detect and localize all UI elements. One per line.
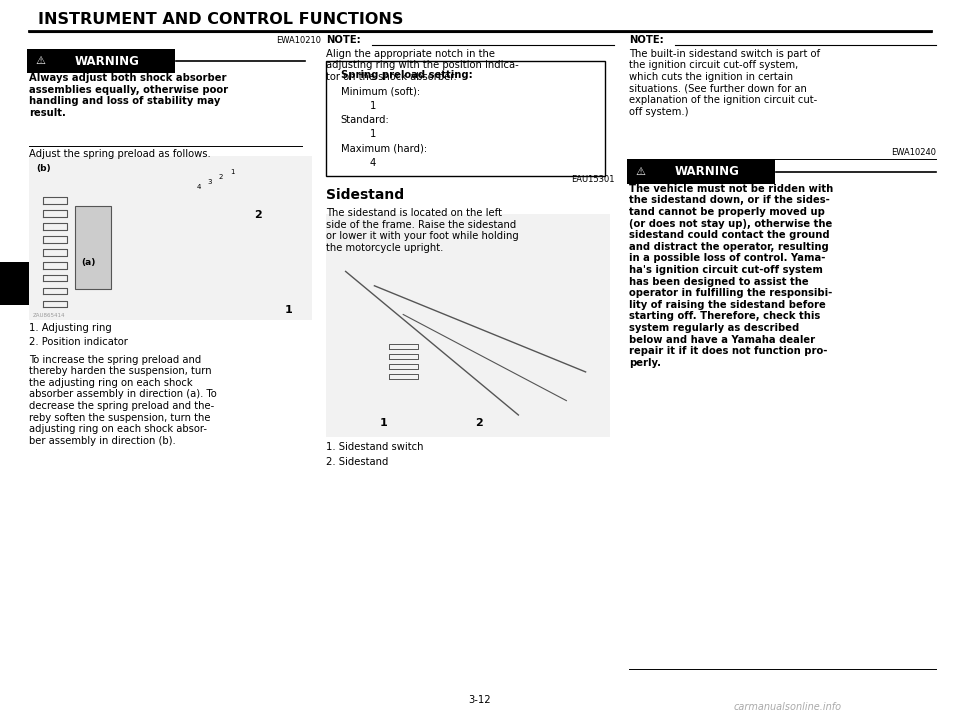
Text: EAU15301: EAU15301: [571, 175, 614, 185]
Text: carmanualsonline.info: carmanualsonline.info: [733, 702, 841, 712]
Text: 1: 1: [230, 169, 235, 174]
Text: 2: 2: [254, 210, 262, 220]
Text: Spring preload setting:: Spring preload setting:: [341, 70, 472, 80]
Text: NOTE:: NOTE:: [629, 34, 663, 45]
Text: Adjust the spring preload as follows.: Adjust the spring preload as follows.: [29, 149, 210, 159]
FancyBboxPatch shape: [0, 262, 29, 305]
Text: Standard:: Standard:: [341, 115, 390, 125]
Text: 4: 4: [370, 158, 376, 168]
Text: 3: 3: [207, 180, 212, 185]
Text: 2. Sidestand: 2. Sidestand: [326, 457, 389, 467]
Text: 2. Position indicator: 2. Position indicator: [29, 337, 128, 348]
Text: 3-12: 3-12: [468, 695, 492, 705]
FancyBboxPatch shape: [326, 214, 610, 437]
Text: 1: 1: [379, 418, 387, 428]
Text: Always adjust both shock absorber
assemblies equally, otherwise poor
handling an: Always adjust both shock absorber assemb…: [29, 73, 228, 118]
FancyBboxPatch shape: [27, 49, 175, 73]
Text: 2: 2: [475, 418, 483, 428]
Text: Sidestand: Sidestand: [326, 188, 404, 202]
Text: 1. Sidestand switch: 1. Sidestand switch: [326, 442, 424, 452]
FancyBboxPatch shape: [627, 159, 775, 184]
Text: ⚠: ⚠: [636, 167, 645, 177]
Text: 1: 1: [285, 305, 293, 315]
FancyBboxPatch shape: [29, 156, 312, 320]
Text: 3: 3: [10, 276, 19, 291]
Text: To increase the spring preload and
thereby harden the suspension, turn
the adjus: To increase the spring preload and there…: [29, 355, 217, 446]
Text: (a): (a): [82, 258, 96, 266]
Text: 4: 4: [197, 184, 202, 190]
Text: 1: 1: [370, 129, 376, 139]
Text: Maximum (hard):: Maximum (hard):: [341, 144, 427, 154]
Text: NOTE:: NOTE:: [326, 34, 361, 45]
Text: 1. Adjusting ring: 1. Adjusting ring: [29, 323, 111, 333]
Text: (b): (b): [36, 164, 51, 173]
Text: EWA10210: EWA10210: [276, 35, 322, 45]
Text: ZAU865414: ZAU865414: [33, 313, 65, 318]
Text: The built-in sidestand switch is part of
the ignition circuit cut-off system,
wh: The built-in sidestand switch is part of…: [629, 49, 820, 117]
Text: 1: 1: [370, 101, 376, 111]
Text: ⚠: ⚠: [36, 56, 45, 66]
Text: Minimum (soft):: Minimum (soft):: [341, 86, 420, 96]
Text: WARNING: WARNING: [75, 55, 140, 67]
Text: The sidestand is located on the left
side of the frame. Raise the sidestand
or l: The sidestand is located on the left sid…: [326, 208, 519, 253]
Text: EWA10240: EWA10240: [891, 147, 936, 157]
Text: WARNING: WARNING: [675, 165, 740, 178]
Text: 2: 2: [219, 174, 224, 180]
Text: The vehicle must not be ridden with
the sidestand down, or if the sides-
tand ca: The vehicle must not be ridden with the …: [629, 184, 833, 368]
Text: INSTRUMENT AND CONTROL FUNCTIONS: INSTRUMENT AND CONTROL FUNCTIONS: [38, 12, 404, 27]
FancyBboxPatch shape: [75, 206, 111, 289]
FancyBboxPatch shape: [326, 61, 605, 176]
Text: Align the appropriate notch in the
adjusting ring with the position indica-
tor : Align the appropriate notch in the adjus…: [326, 49, 519, 82]
